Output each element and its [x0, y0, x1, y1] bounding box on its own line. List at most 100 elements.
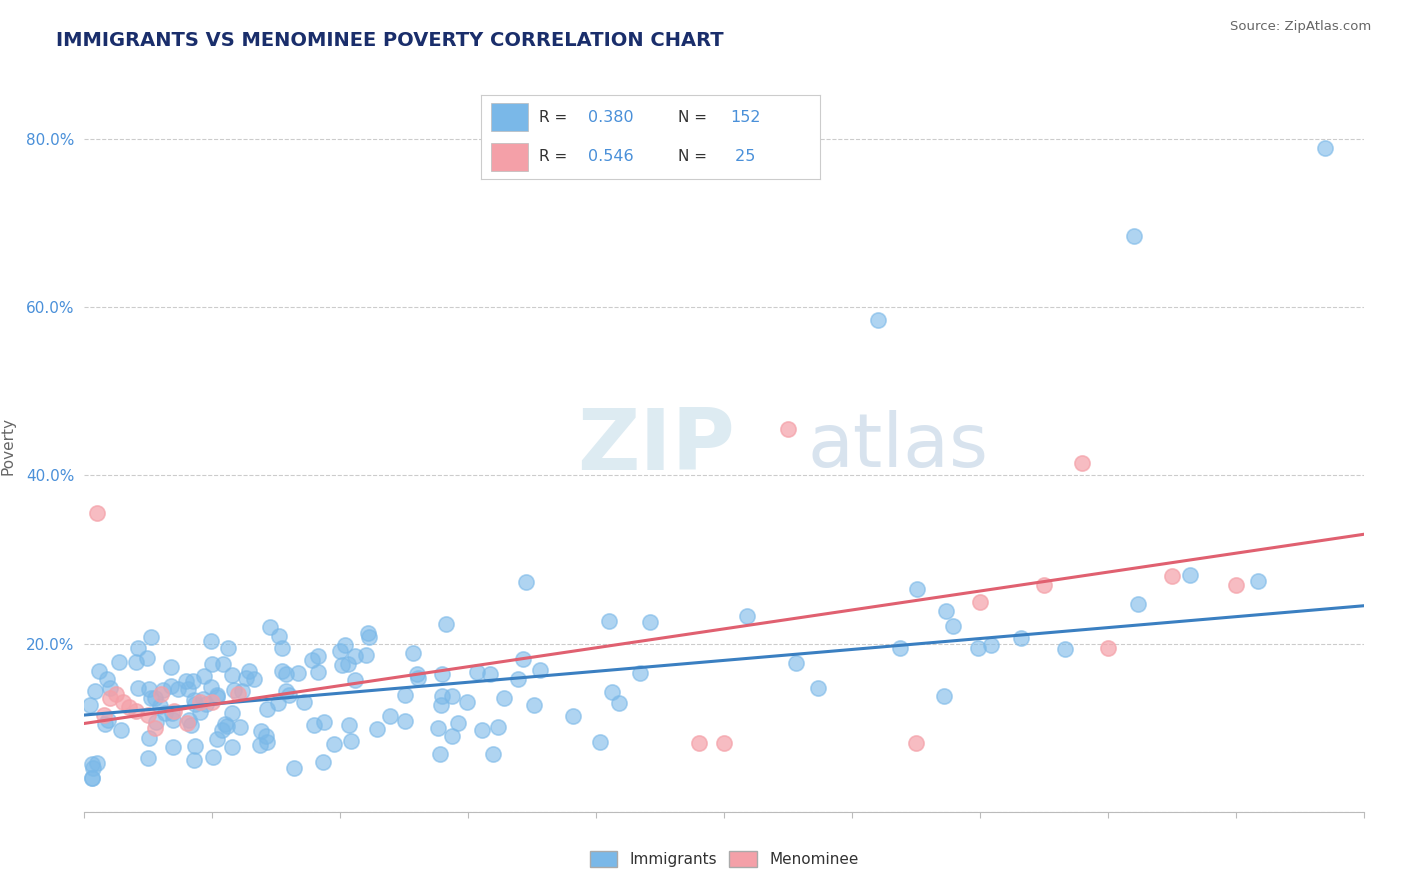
- Point: [447, 715, 470, 730]
- Point: [205, 690, 228, 704]
- Point: [589, 735, 612, 749]
- Point: [194, 697, 217, 711]
- Point: [183, 753, 205, 767]
- Point: [1071, 456, 1094, 470]
- Point: [108, 656, 131, 670]
- Point: [150, 687, 173, 701]
- Point: [98, 691, 121, 706]
- Point: [221, 706, 243, 720]
- Point: [529, 663, 551, 677]
- Y-axis label: Poverty: Poverty: [0, 417, 15, 475]
- Point: [600, 684, 623, 698]
- Point: [312, 715, 335, 730]
- Point: [152, 683, 174, 698]
- Point: [283, 761, 305, 775]
- Point: [333, 638, 356, 652]
- Point: [807, 681, 830, 695]
- Point: [254, 729, 277, 743]
- Point: [181, 673, 204, 688]
- Point: [478, 666, 501, 681]
- Point: [82, 771, 104, 785]
- Point: [735, 608, 758, 623]
- Point: [221, 739, 243, 754]
- Point: [866, 313, 889, 327]
- Point: [214, 717, 236, 731]
- Point: [82, 771, 104, 785]
- Point: [138, 731, 160, 745]
- Point: [229, 720, 252, 734]
- Point: [494, 691, 516, 706]
- Point: [523, 698, 546, 712]
- Point: [1128, 597, 1150, 611]
- Text: Source: ZipAtlas.com: Source: ZipAtlas.com: [1230, 20, 1371, 33]
- Point: [598, 614, 620, 628]
- Point: [402, 646, 425, 660]
- Point: [145, 714, 167, 729]
- Point: [336, 657, 359, 671]
- Point: [221, 668, 243, 682]
- Point: [269, 629, 291, 643]
- Point: [125, 655, 148, 669]
- Point: [441, 690, 464, 704]
- Point: [471, 723, 494, 737]
- Point: [406, 671, 429, 685]
- Point: [340, 733, 363, 747]
- Point: [307, 665, 329, 680]
- Point: [481, 747, 503, 761]
- Point: [329, 643, 352, 657]
- Text: ZIP: ZIP: [576, 404, 735, 488]
- Point: [312, 755, 335, 769]
- Point: [141, 630, 163, 644]
- Point: [378, 709, 401, 723]
- Point: [193, 669, 215, 683]
- Point: [96, 672, 118, 686]
- Point: [136, 651, 159, 665]
- Point: [111, 695, 134, 709]
- Point: [184, 697, 207, 711]
- Point: [1225, 578, 1247, 592]
- Point: [249, 738, 271, 752]
- Point: [188, 695, 211, 709]
- Text: atlas: atlas: [807, 409, 988, 483]
- Point: [256, 702, 278, 716]
- Point: [256, 735, 278, 749]
- Point: [188, 705, 211, 719]
- Point: [1097, 640, 1119, 655]
- Point: [160, 706, 183, 720]
- Point: [160, 659, 183, 673]
- Point: [217, 719, 239, 733]
- Point: [143, 690, 166, 705]
- Point: [86, 756, 108, 770]
- Point: [143, 721, 166, 735]
- Point: [180, 717, 202, 731]
- Point: [440, 729, 463, 743]
- Point: [292, 695, 315, 709]
- Point: [222, 682, 245, 697]
- Point: [183, 693, 205, 707]
- Point: [191, 692, 214, 706]
- Point: [366, 722, 388, 736]
- Point: [127, 640, 149, 655]
- Point: [212, 657, 235, 672]
- Point: [1178, 568, 1201, 582]
- Point: [277, 688, 299, 702]
- Point: [153, 706, 176, 720]
- Point: [344, 648, 367, 663]
- Point: [211, 723, 233, 738]
- Point: [889, 641, 911, 656]
- Point: [1054, 641, 1077, 656]
- Point: [561, 708, 583, 723]
- Point: [118, 699, 141, 714]
- Point: [138, 708, 160, 723]
- Point: [304, 718, 326, 732]
- Point: [243, 672, 266, 686]
- Point: [179, 713, 201, 727]
- Point: [250, 724, 273, 739]
- Point: [98, 681, 121, 695]
- Point: [394, 688, 416, 702]
- Point: [166, 681, 188, 696]
- Point: [1122, 228, 1144, 243]
- Point: [339, 718, 361, 732]
- Point: [1160, 569, 1182, 583]
- Point: [201, 695, 224, 709]
